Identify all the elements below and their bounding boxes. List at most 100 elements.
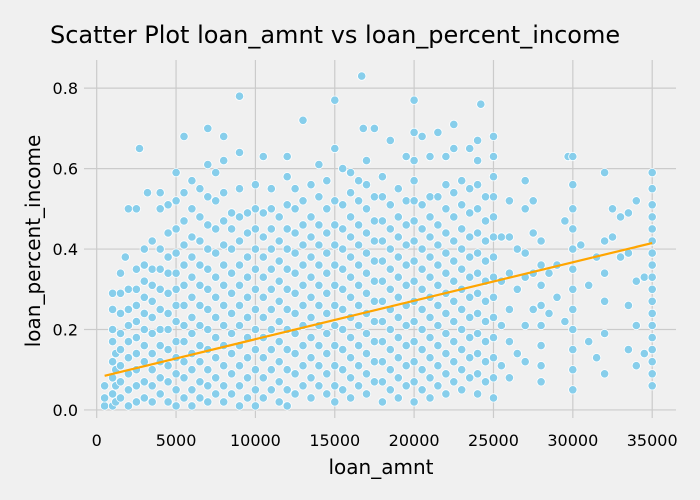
scatter-point — [520, 357, 530, 367]
scatter-point — [361, 369, 372, 379]
scatter-point — [568, 264, 578, 274]
scatter-point — [358, 123, 368, 133]
scatter-point — [139, 393, 149, 403]
scatter-point — [488, 252, 499, 262]
scatter-point — [227, 224, 237, 234]
scatter-point — [576, 240, 586, 250]
scatter-point — [385, 264, 395, 274]
scatter-point — [425, 272, 435, 282]
scatter-point — [488, 151, 499, 162]
scatter-point — [409, 276, 419, 286]
scatter-point — [203, 244, 213, 254]
trend-line-group — [104, 241, 653, 377]
scatter-point — [345, 292, 356, 302]
scatter-point — [631, 320, 641, 331]
scatter-point — [203, 284, 213, 294]
scatter-point — [250, 224, 260, 234]
scatter-point — [369, 377, 379, 387]
scatter-point — [330, 280, 340, 290]
scatter-point — [568, 324, 578, 335]
scatter-point — [131, 300, 141, 310]
scatter-point — [504, 304, 514, 314]
scatter-point — [123, 401, 133, 411]
scatter-point — [369, 236, 379, 246]
scatter-point — [290, 184, 300, 194]
scatter-point — [504, 336, 514, 347]
scatter-point — [457, 200, 467, 210]
scatter-point — [187, 232, 197, 242]
scatter-point — [353, 381, 364, 391]
scatter-point — [409, 256, 419, 266]
scatter-point — [290, 228, 300, 238]
scatter-point — [449, 119, 459, 130]
scatter-point — [219, 216, 229, 226]
scatter-point — [282, 401, 292, 411]
scatter-point — [409, 316, 419, 327]
scatter-point — [195, 212, 205, 222]
scatter-point — [496, 320, 506, 331]
scatter-point — [211, 248, 221, 258]
scatter-point — [250, 344, 260, 355]
scatter-point — [227, 268, 237, 278]
scatter-point — [123, 284, 133, 294]
scatter-point — [195, 320, 205, 331]
scatter-point — [361, 328, 372, 339]
scatter-point — [290, 308, 300, 318]
scatter-point — [139, 244, 149, 254]
scatter-point — [314, 192, 324, 202]
scatter-point — [449, 276, 459, 286]
scatter-point — [234, 361, 245, 371]
scatter-point — [211, 168, 221, 178]
scatter-point — [488, 373, 499, 383]
scatter-point — [330, 381, 340, 391]
scatter-point — [361, 268, 372, 278]
scatter-point — [377, 216, 387, 226]
scatter-point — [108, 324, 118, 335]
scatter-point — [274, 316, 284, 327]
scatter-point — [123, 353, 133, 363]
scatter-point — [250, 385, 260, 395]
scatter-point — [203, 381, 213, 391]
scatter-point — [227, 244, 237, 254]
scatter-point — [425, 252, 435, 262]
scatter-point — [361, 288, 372, 298]
scatter-point — [409, 156, 419, 166]
scatter-point — [187, 176, 197, 186]
scatter-point — [353, 196, 364, 206]
scatter-point — [393, 332, 403, 343]
scatter-point — [441, 328, 451, 339]
scatter-point — [195, 340, 205, 351]
scatter-point — [274, 236, 284, 246]
scatter-point — [591, 353, 602, 363]
scatter-point — [393, 232, 403, 242]
scatter-point — [472, 248, 483, 258]
scatter-point — [187, 252, 197, 262]
scatter-point — [425, 192, 435, 202]
scatter-point — [472, 156, 483, 166]
scatter-point — [417, 324, 427, 335]
scatter-point — [385, 284, 395, 294]
scatter-point — [647, 284, 657, 294]
scatter-point — [258, 208, 268, 218]
scatter-point — [266, 244, 276, 254]
scatter-point — [282, 200, 292, 210]
scatter-point — [219, 188, 229, 198]
scatter-point — [203, 365, 213, 375]
scatter-point — [449, 236, 459, 246]
scatter-point — [147, 348, 157, 359]
scatter-point — [250, 264, 260, 274]
scatter-point — [504, 196, 514, 206]
scatter-point — [115, 344, 126, 355]
scatter-point — [298, 340, 308, 351]
scatter-point — [179, 216, 189, 226]
scatter-point — [131, 381, 141, 391]
scatter-point — [314, 381, 324, 391]
scatter-point — [282, 264, 292, 274]
trend-line — [104, 241, 653, 377]
scatter-point — [465, 272, 475, 282]
scatter-point — [449, 336, 459, 347]
scatter-point — [488, 192, 499, 202]
scatter-point — [465, 184, 475, 194]
scatter-point — [599, 296, 610, 306]
